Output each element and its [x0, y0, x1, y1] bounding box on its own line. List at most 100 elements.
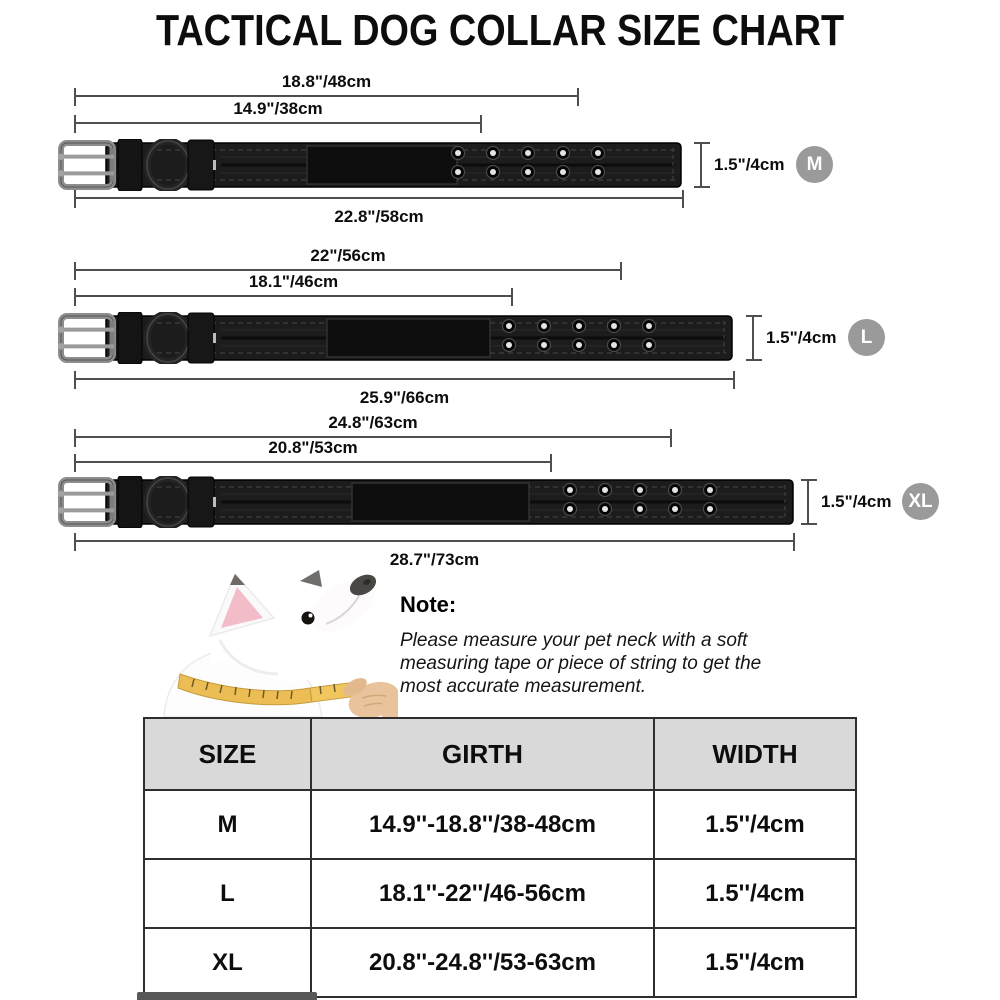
eyelet-hole — [506, 342, 512, 348]
dim-line-xl-bottom: 28.7"/73cm — [74, 533, 795, 569]
size-badge-m: M — [796, 146, 833, 183]
buckle-prong-tip — [57, 343, 65, 350]
note-line-3: most accurate measurement. — [400, 676, 647, 697]
dim-line-xl-top: 24.8"/63cm — [74, 413, 672, 447]
collar-illustration-xl — [57, 476, 794, 528]
buckle-prong-tip — [57, 153, 65, 160]
dim-label-l-bottom: 25.9"/66cm — [359, 388, 450, 407]
eyelet-hole — [525, 169, 531, 175]
eyelet-hole — [576, 323, 582, 329]
measuring-tape — [177, 673, 359, 706]
dog-ears — [208, 570, 322, 638]
velcro-patch — [306, 145, 458, 185]
table-row-m: M 14.9''-18.8''/38-48cm 1.5''/4cm — [143, 789, 857, 860]
dim-width-l: 1.5"/4cm — [746, 315, 836, 361]
buckle-frame — [58, 313, 116, 363]
table-row-xl: XL 20.8''-24.8''/53-63cm 1.5''/4cm — [143, 927, 857, 998]
dim-line-m-mid: 14.9"/38cm — [74, 99, 482, 133]
dim-width-m: 1.5"/4cm — [694, 142, 784, 188]
buckle-prong-tip — [57, 170, 65, 177]
dim-label-xl-top: 24.8"/63cm — [328, 413, 418, 432]
cell-l-width: 1.5''/4cm — [653, 858, 857, 929]
eyelet-hole — [707, 506, 713, 512]
dim-label-xl-bottom: 28.7"/73cm — [389, 550, 480, 569]
velcro-patch — [351, 482, 530, 522]
dim-label-m-width: 1.5"/4cm — [714, 155, 785, 174]
cell-l-girth: 18.1''-22''/46-56cm — [310, 858, 655, 929]
eyelet-hole — [611, 323, 617, 329]
eyelet-hole — [611, 342, 617, 348]
eyelet-hole — [455, 150, 461, 156]
dim-line-l-mid: 18.1"/46cm — [74, 272, 513, 306]
dim-label-xl-width: 1.5"/4cm — [821, 492, 892, 511]
keeper-strap — [187, 312, 215, 364]
table-row-l: L 18.1''-22''/46-56cm 1.5''/4cm — [143, 858, 857, 929]
cell-l-size: L — [143, 858, 312, 929]
eyelet-hole — [525, 150, 531, 156]
keeper-strap — [187, 476, 215, 528]
size-badge-l: L — [848, 319, 885, 356]
eyelet-hole — [560, 169, 566, 175]
table-header-row: SIZE GIRTH WIDTH — [143, 717, 857, 791]
dim-label-l-top: 22"/56cm — [310, 246, 386, 265]
dim-line-l-top: 22"/56cm — [74, 246, 622, 280]
buckle-frame-edge — [60, 142, 114, 188]
keeper-strap — [117, 139, 143, 191]
buckle-prong-tip — [57, 490, 65, 497]
eyelet-hole — [672, 487, 678, 493]
eyelet-hole — [560, 150, 566, 156]
dim-line-m-top: 18.8"/48cm — [74, 72, 579, 106]
cell-m-width: 1.5''/4cm — [653, 789, 857, 860]
keeper-tag — [213, 333, 216, 343]
dog-face — [301, 574, 377, 632]
buckle-frame — [58, 477, 116, 527]
eyelet-hole — [490, 150, 496, 156]
buckle-frame-edge — [60, 479, 114, 525]
dim-width-xl: 1.5"/4cm — [801, 479, 891, 525]
buckle-prong-tip — [57, 326, 65, 333]
velcro-patch — [326, 318, 491, 358]
eyelet-hole — [672, 506, 678, 512]
eyelet-hole — [707, 487, 713, 493]
dim-line-xl-mid: 20.8"/53cm — [74, 438, 552, 472]
dim-label-l-width: 1.5"/4cm — [766, 328, 837, 347]
note-line-2: measuring tape or piece of string to get… — [400, 653, 762, 674]
eyelet-hole — [595, 150, 601, 156]
eyelet-hole — [490, 169, 496, 175]
cell-xl-width: 1.5''/4cm — [653, 927, 857, 998]
page-title-text: TACTICAL DOG COLLAR SIZE CHART — [155, 6, 845, 55]
eyelet-hole — [646, 323, 652, 329]
eyelet-hole — [602, 506, 608, 512]
dim-label-m-bottom: 22.8"/58cm — [334, 207, 424, 226]
eyelet-hole — [637, 506, 643, 512]
note-heading: Note: — [400, 592, 457, 617]
cell-m-size: M — [143, 789, 312, 860]
cropped-edge-artifact — [137, 992, 317, 1000]
eyelet-hole — [646, 342, 652, 348]
size-chart-table: SIZE GIRTH WIDTH M 14.9''-18.8''/38-48cm… — [143, 717, 857, 998]
eyelet-hole — [602, 487, 608, 493]
size-badge-xl: XL — [902, 483, 939, 520]
buckle-frame — [58, 140, 116, 190]
eyelet-hole — [506, 323, 512, 329]
cell-xl-girth: 20.8''-24.8''/53-63cm — [310, 927, 655, 998]
buckle-prong-tip — [57, 507, 65, 514]
collar-illustration-m — [57, 139, 682, 191]
collar-illustration-l — [57, 312, 733, 364]
eyelet-hole — [567, 487, 573, 493]
keeper-tag — [213, 497, 216, 507]
eyelet-hole — [576, 342, 582, 348]
cell-xl-size: XL — [143, 927, 312, 998]
dim-label-l-mid: 18.1"/46cm — [248, 272, 339, 291]
dim-label-m-top: 18.8"/48cm — [281, 72, 372, 91]
dim-line-l-bottom: 25.9"/66cm — [74, 371, 735, 407]
cell-m-girth: 14.9''-18.8''/38-48cm — [310, 789, 655, 860]
dim-line-m-bottom: 22.8"/58cm — [74, 190, 684, 226]
note-line-1: Please measure your pet neck with a soft — [400, 630, 748, 651]
eyelet-hole — [567, 506, 573, 512]
dog-measurement-photo — [163, 570, 398, 717]
header-width: WIDTH — [653, 717, 857, 791]
keeper-strap — [117, 476, 143, 528]
human-hand — [343, 678, 398, 717]
